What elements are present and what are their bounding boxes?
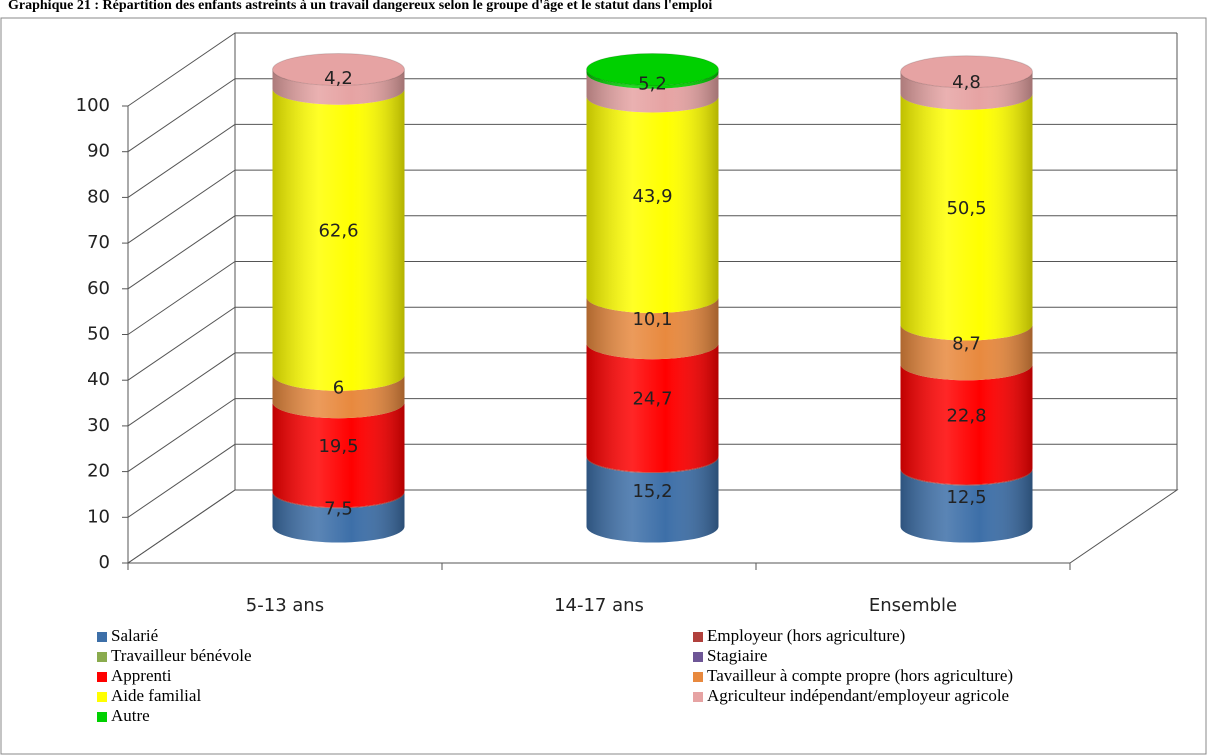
data-label: 43,9	[632, 186, 672, 207]
legend-label: Salarié	[111, 626, 158, 645]
grid-line	[127, 352, 1177, 427]
grid-line	[127, 489, 1177, 564]
data-label: 4,8	[952, 72, 981, 93]
legend-swatch	[97, 672, 107, 682]
grid-line	[127, 443, 1177, 518]
grid-line	[127, 32, 1177, 107]
grid-line	[127, 398, 1177, 473]
cylinder-top	[586, 53, 719, 86]
y-tick-label: 50	[87, 324, 110, 345]
data-label: 6	[333, 377, 344, 398]
y-tick-label: 30	[87, 415, 110, 436]
grid-line	[127, 261, 1177, 335]
grid-line	[127, 123, 1177, 198]
legend-label: Tavailleur à compte propre (hors agricul…	[707, 666, 1013, 685]
legend-label: Stagiaire	[707, 646, 767, 665]
cylinder-top	[900, 55, 1033, 89]
data-label: 5,2	[638, 74, 667, 95]
y-tick-label: 0	[99, 552, 110, 573]
data-label: 8,7	[952, 333, 981, 354]
y-tick-label: 10	[87, 506, 110, 527]
legend-label: Employeur (hors agriculture)	[707, 626, 905, 645]
grid-line	[127, 306, 1177, 381]
grid-line	[127, 78, 1177, 153]
legend-swatch	[693, 672, 703, 682]
data-label: 50,5	[946, 198, 986, 219]
grid-line	[127, 215, 1177, 290]
legend-swatch	[693, 632, 703, 642]
legend-label: Aide familial	[111, 686, 201, 705]
data-label: 7,5	[324, 498, 353, 519]
y-tick-label: 40	[87, 369, 110, 390]
legend-swatch	[97, 712, 107, 722]
legend-label: Travailleur bénévole	[111, 646, 252, 665]
legend-label: Autre	[111, 706, 150, 725]
legend-swatch	[693, 692, 703, 702]
data-label: 10,1	[632, 309, 672, 330]
grid-line	[127, 169, 1177, 244]
chart-title: Graphique 21 : Répartition des enfants a…	[8, 0, 712, 13]
legend-label: Apprenti	[111, 666, 172, 685]
data-label: 12,5	[946, 487, 986, 508]
legend-swatch	[97, 692, 107, 702]
legend-label: Agriculteur indépendant/employeur agrico…	[707, 686, 1009, 705]
legend-swatch	[97, 652, 107, 662]
y-tick-label: 80	[87, 186, 110, 207]
data-label: 22,8	[946, 405, 986, 426]
y-tick-label: 100	[76, 95, 110, 116]
x-tick-label: 14-17 ans	[554, 595, 644, 616]
x-tick-label: Ensemble	[869, 595, 957, 616]
data-label: 4,2	[324, 68, 353, 89]
y-tick-label: 70	[87, 232, 110, 253]
data-label: 24,7	[632, 389, 672, 410]
cylinder-top	[272, 53, 405, 86]
data-label: 15,2	[632, 481, 672, 502]
y-tick-label: 60	[87, 278, 110, 299]
data-label: 19,5	[318, 436, 358, 457]
x-tick-label: 5-13 ans	[246, 595, 324, 616]
legend-swatch	[97, 632, 107, 642]
y-tick-label: 20	[87, 461, 110, 482]
y-tick-label: 90	[87, 141, 110, 162]
data-label: 62,6	[318, 221, 358, 242]
legend-swatch	[693, 652, 703, 662]
